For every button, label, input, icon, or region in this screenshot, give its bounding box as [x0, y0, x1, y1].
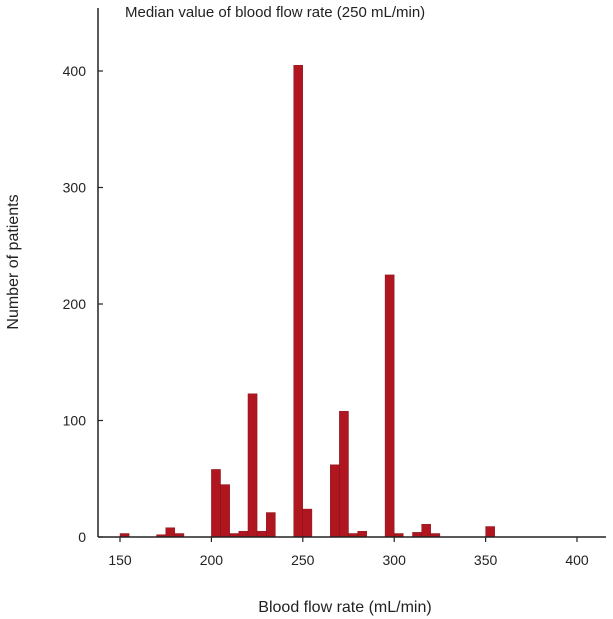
bar-270	[339, 410, 349, 538]
bar-205	[220, 484, 230, 538]
x-ticks-group: 150 200 250 300 350 400	[108, 537, 589, 568]
x-tick-label-250: 250	[291, 552, 315, 568]
bar-265	[330, 464, 340, 538]
bar-215	[238, 530, 249, 538]
chart-title: Median value of blood flow rate (250 mL/…	[125, 4, 425, 21]
y-ticks-group: 0 100 200 300 400	[63, 63, 103, 545]
y-tick-label-100: 100	[63, 413, 87, 429]
y-tick-label-0: 0	[78, 529, 86, 545]
bar-350	[485, 526, 495, 538]
bar-280	[357, 530, 367, 538]
x-axis-title: Blood flow rate (mL/min)	[258, 599, 431, 616]
bar-245	[293, 64, 304, 538]
bar-315	[421, 523, 431, 538]
bar-230	[266, 512, 276, 538]
x-tick-label-300: 300	[383, 552, 407, 568]
bars-group	[119, 64, 495, 538]
y-axis-title: Number of patients	[5, 194, 22, 329]
x-tick-label-350: 350	[474, 552, 498, 568]
x-tick-label-150: 150	[108, 552, 132, 568]
bar-200	[211, 469, 221, 538]
bar-225	[256, 530, 267, 538]
y-tick-label-400: 400	[63, 63, 87, 79]
y-tick-label-300: 300	[63, 180, 87, 196]
bar-220	[247, 393, 258, 538]
bar-250	[302, 508, 313, 538]
y-tick-label-200: 200	[63, 296, 87, 312]
bar-295	[384, 274, 395, 538]
x-tick-label-400: 400	[565, 552, 589, 568]
x-tick-label-200: 200	[200, 552, 224, 568]
bar-175	[165, 527, 176, 538]
